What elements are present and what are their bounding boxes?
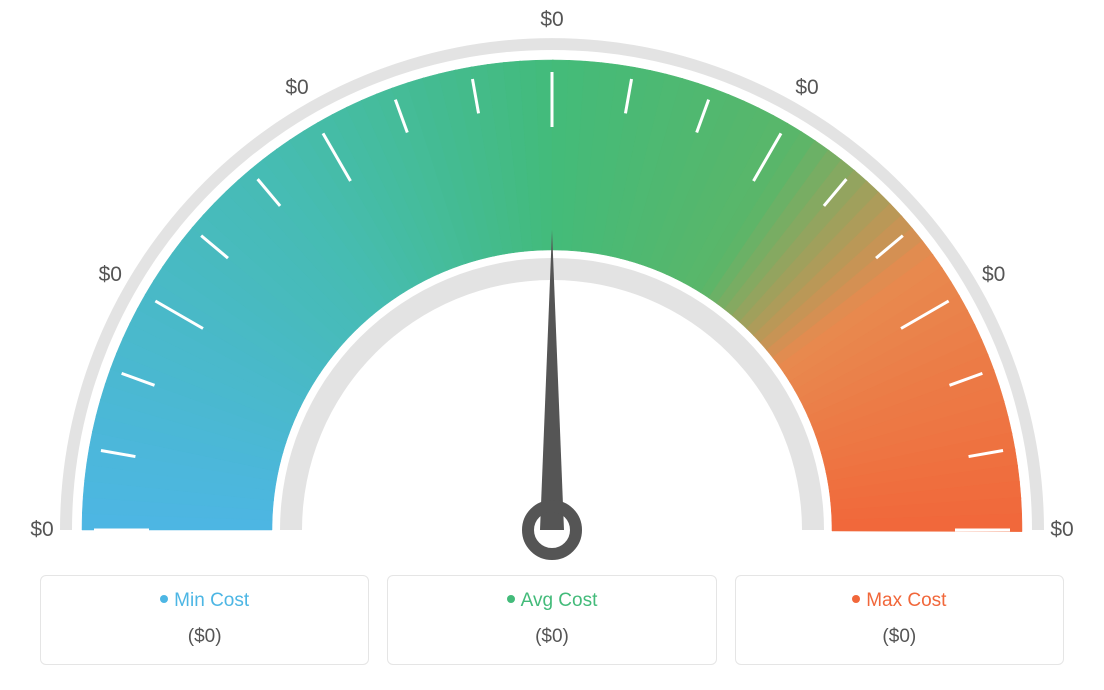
gauge-tick-label: $0 <box>540 8 563 32</box>
legend-label-min: Min Cost <box>174 590 249 611</box>
gauge-tick-label: $0 <box>99 263 122 287</box>
gauge-tick-label: $0 <box>285 76 308 100</box>
legend-title-min: Min Cost <box>51 590 358 612</box>
gauge-svg <box>0 0 1104 570</box>
legend-label-max: Max Cost <box>866 590 946 611</box>
cost-gauge-widget: $0 $0 $0 $0 $0 $0 $0 Min Cost ($0) Avg Cost ($… <box>0 0 1104 690</box>
legend-value-min: ($0) <box>51 626 358 648</box>
gauge-tick-label: $0 <box>30 518 53 542</box>
legend-label-avg: Avg Cost <box>521 590 598 611</box>
gauge-chart: $0 $0 $0 $0 $0 $0 $0 <box>0 0 1104 560</box>
legend-dot-icon <box>160 595 168 603</box>
legend-card-min: Min Cost ($0) <box>40 575 369 665</box>
legend-card-max: Max Cost ($0) <box>735 575 1064 665</box>
legend-value-avg: ($0) <box>398 626 705 648</box>
legend-value-max: ($0) <box>746 626 1053 648</box>
legend-card-avg: Avg Cost ($0) <box>387 575 716 665</box>
legend-dot-icon <box>507 595 515 603</box>
legend-dot-icon <box>852 595 860 603</box>
gauge-tick-label: $0 <box>795 76 818 100</box>
legend-title-avg: Avg Cost <box>398 590 705 612</box>
legend-title-max: Max Cost <box>746 590 1053 612</box>
gauge-tick-label: $0 <box>982 263 1005 287</box>
legend-row: Min Cost ($0) Avg Cost ($0) Max Cost ($0… <box>40 575 1064 665</box>
gauge-tick-label: $0 <box>1050 518 1073 542</box>
